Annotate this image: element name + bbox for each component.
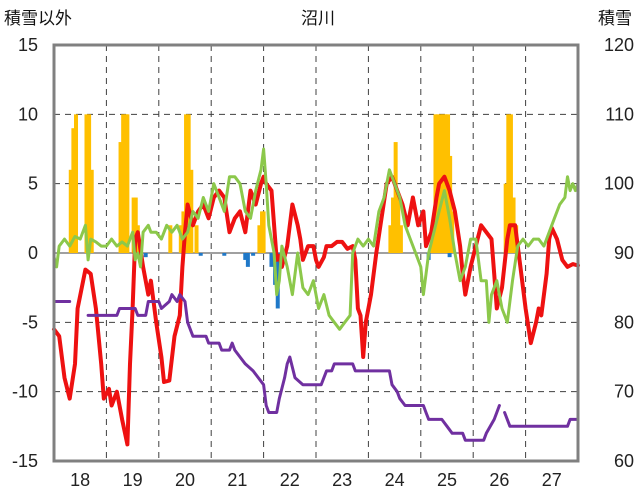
bar-orange [433, 114, 438, 253]
bar-orange [391, 197, 396, 253]
line-series [52, 147, 580, 447]
bar-orange [184, 114, 189, 253]
bar-orange [508, 114, 513, 253]
bar-blue [275, 253, 280, 309]
bar-blue [447, 253, 452, 258]
y-left-tick-label: 15 [18, 35, 38, 55]
x-tick-label: 22 [280, 470, 300, 490]
x-tick-label: 19 [123, 470, 143, 490]
y-right-tick-label: 100 [604, 174, 634, 194]
bar-blue [198, 253, 203, 256]
x-tick-label: 23 [332, 470, 352, 490]
chart-title: 沼川 [301, 9, 335, 29]
x-tick-label: 18 [70, 470, 90, 490]
y-left-tick-label: 0 [28, 243, 38, 263]
x-tick-label: 20 [175, 470, 195, 490]
y-left-tick-label: 5 [28, 174, 38, 194]
bar-orange [506, 114, 511, 253]
y-right-tick-label: 80 [614, 312, 634, 332]
bar-orange [186, 114, 191, 253]
bar-orange [388, 225, 393, 253]
bar-orange [448, 155, 453, 253]
x-tick-label: 21 [227, 470, 247, 490]
bar-orange [257, 225, 262, 253]
x-tick-label: 27 [542, 470, 562, 490]
x-tick-label: 25 [437, 470, 457, 490]
bar-orange [121, 114, 126, 253]
bar-orange [194, 225, 199, 253]
plot-border [52, 43, 580, 463]
bar-blue [222, 253, 227, 256]
bar-blue [245, 253, 250, 267]
y-right-tick-label: 120 [604, 35, 634, 55]
bar-orange [503, 183, 508, 253]
bar-orange [133, 197, 138, 253]
x-tick-label: 24 [385, 470, 405, 490]
bar-orange [261, 211, 266, 253]
x-tick-label: 26 [489, 470, 509, 490]
series-line-green [52, 147, 580, 331]
y-left-tick-label: 10 [18, 104, 38, 124]
bar-orange [87, 114, 92, 253]
bar-orange [74, 114, 79, 253]
bar-orange [89, 169, 94, 253]
left-axis-label: 積雪以外 [4, 9, 72, 29]
right-axis-label: 積雪 [598, 9, 632, 29]
bar-orange [125, 114, 130, 253]
bar-orange [168, 225, 173, 253]
series-line-purple [52, 293, 580, 442]
bar-orange [441, 114, 446, 253]
bar-orange [84, 114, 89, 253]
bar-blue [251, 253, 256, 256]
tick-labels: 18 19 20 21 22 23 24 25 26 27 15 10 5 0 -5 -10 -15 120 110… [12, 35, 634, 490]
bar-orange [131, 197, 136, 253]
y-left-tick-label: -5 [22, 312, 38, 332]
y-right-tick-label: 90 [614, 243, 634, 263]
y-right-tick-label: 60 [614, 451, 634, 471]
gridlines [54, 45, 578, 461]
bar-orange [398, 225, 403, 253]
bar-orange [396, 197, 401, 253]
bar-blue [143, 253, 148, 258]
y-right-tick-label: 70 [614, 382, 634, 402]
bar-blue [269, 253, 274, 267]
y-left-tick-label: -15 [12, 451, 38, 471]
bar-orange [118, 142, 123, 253]
bar-blue [243, 253, 248, 260]
plot-frame [52, 43, 580, 463]
bar-orange [71, 128, 76, 253]
y-left-tick-label: -10 [12, 382, 38, 402]
bar-orange [68, 169, 73, 253]
y-right-tick-label: 110 [605, 104, 634, 124]
bar-orange [393, 142, 398, 253]
